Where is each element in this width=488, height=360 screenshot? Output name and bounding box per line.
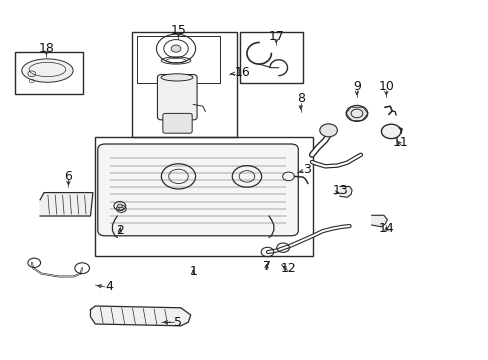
Bar xyxy=(15,52,83,94)
Text: 2: 2 xyxy=(116,224,123,237)
Text: 3: 3 xyxy=(303,163,310,176)
Text: 8: 8 xyxy=(296,93,304,105)
Text: 11: 11 xyxy=(392,136,408,149)
Circle shape xyxy=(381,124,400,139)
Text: 7: 7 xyxy=(262,260,270,273)
Polygon shape xyxy=(40,193,93,216)
Text: 4: 4 xyxy=(105,280,113,293)
Text: 15: 15 xyxy=(170,24,186,37)
FancyBboxPatch shape xyxy=(163,113,192,133)
FancyBboxPatch shape xyxy=(157,75,197,120)
Bar xyxy=(239,32,303,83)
Bar xyxy=(137,36,220,83)
Circle shape xyxy=(346,105,367,121)
Text: 13: 13 xyxy=(332,184,347,197)
Text: 14: 14 xyxy=(378,222,393,235)
Ellipse shape xyxy=(21,59,73,82)
Text: 12: 12 xyxy=(280,262,296,275)
Bar xyxy=(132,32,237,137)
Bar xyxy=(95,137,312,256)
Text: 18: 18 xyxy=(39,42,54,55)
Ellipse shape xyxy=(161,74,192,81)
FancyBboxPatch shape xyxy=(98,144,298,236)
Circle shape xyxy=(117,204,122,208)
Text: 6: 6 xyxy=(64,170,72,183)
Circle shape xyxy=(319,124,337,137)
Polygon shape xyxy=(90,306,190,326)
Text: 1: 1 xyxy=(189,265,197,278)
Polygon shape xyxy=(371,215,386,227)
Text: 17: 17 xyxy=(268,30,284,42)
Text: 9: 9 xyxy=(352,80,360,93)
Polygon shape xyxy=(339,186,351,197)
Text: 16: 16 xyxy=(234,66,250,78)
Text: 5: 5 xyxy=(173,316,181,329)
Text: 10: 10 xyxy=(378,80,393,93)
Circle shape xyxy=(171,45,181,52)
